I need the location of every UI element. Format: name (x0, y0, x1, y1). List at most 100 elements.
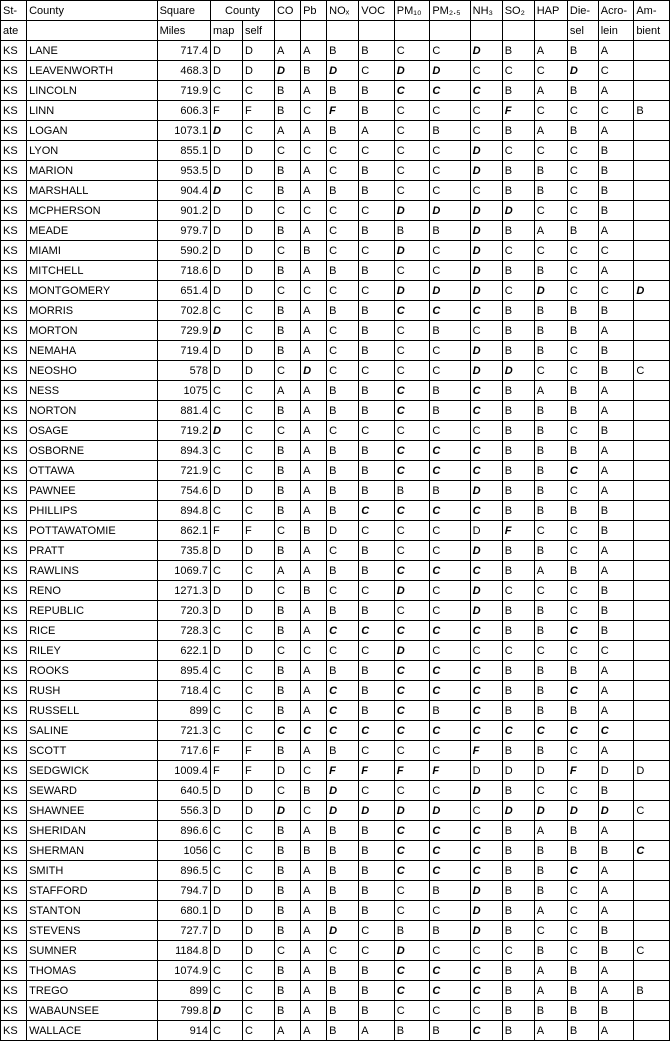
table-cell: C (470, 61, 502, 81)
table-row: KSRUSSELL899CCBACBCBCBBBA (1, 701, 670, 721)
table-cell: B (502, 881, 534, 901)
header-cell (502, 21, 534, 41)
table-cell: A (301, 121, 327, 141)
table-cell: B (534, 701, 567, 721)
header-cell: PM₁₀ (394, 1, 430, 21)
table-cell (634, 861, 670, 881)
table-cell (634, 821, 670, 841)
table-cell: B (274, 181, 300, 201)
table-cell (634, 341, 670, 361)
table-cell: C (274, 141, 300, 161)
table-cell: B (534, 1001, 567, 1021)
table-cell: 590.2 (157, 241, 210, 261)
table-cell: B (502, 321, 534, 341)
table-cell: D (598, 761, 634, 781)
table-cell: KS (1, 1001, 27, 1021)
table-cell: C (470, 981, 502, 1001)
table-cell: D (502, 201, 534, 221)
table-cell: 719.2 (157, 421, 210, 441)
table-cell: 640.5 (157, 781, 210, 801)
table-cell: C (430, 501, 470, 521)
table-cell: C (598, 101, 634, 121)
table-cell: NEMAHA (27, 341, 157, 361)
table-cell: C (394, 81, 430, 101)
table-cell: C (430, 901, 470, 921)
table-cell: A (359, 1021, 395, 1041)
table-cell: D (502, 761, 534, 781)
grades-table: St-CountySquareCountyCOPbNOₓVOCPM₁₀PM₂.₅… (0, 0, 670, 1041)
table-cell: C (359, 501, 395, 521)
table-cell: 862.1 (157, 521, 210, 541)
table-cell: D (430, 201, 470, 221)
table-cell: B (502, 621, 534, 641)
table-cell: C (359, 941, 395, 961)
table-cell: B (327, 261, 359, 281)
table-cell: B (598, 781, 634, 801)
table-cell: A (301, 981, 327, 1001)
table-cell: 1009.4 (157, 761, 210, 781)
table-cell: B (430, 881, 470, 901)
table-cell: B (598, 181, 634, 201)
table-cell: C (394, 681, 430, 701)
table-cell: D (394, 201, 430, 221)
table-cell: B (598, 161, 634, 181)
table-cell: KS (1, 101, 27, 121)
table-cell: C (598, 721, 634, 741)
table-row: KSROOKS895.4CCBABBCCCBBBA (1, 661, 670, 681)
table-cell: C (274, 421, 300, 441)
table-cell: B (567, 1021, 598, 1041)
table-row: KSMORRIS702.8CCBABBCCCBBBB (1, 301, 670, 321)
table-cell: B (274, 741, 300, 761)
table-cell: B (327, 741, 359, 761)
table-cell: C (567, 461, 598, 481)
table-cell: B (502, 221, 534, 241)
table-cell: A (301, 1021, 327, 1041)
table-cell: B (598, 301, 634, 321)
table-cell: C (210, 701, 242, 721)
table-cell: B (274, 681, 300, 701)
table-cell (634, 741, 670, 761)
table-cell: C (394, 881, 430, 901)
table-cell: B (274, 341, 300, 361)
table-cell (634, 301, 670, 321)
table-row: KSLINN606.3FFBCFBCCCFCCCB (1, 101, 670, 121)
table-cell: A (301, 921, 327, 941)
table-cell: D (470, 901, 502, 921)
table-cell: A (534, 221, 567, 241)
table-cell: C (567, 281, 598, 301)
table-cell: D (210, 201, 242, 221)
table-cell: 901.2 (157, 201, 210, 221)
table-cell: B (534, 741, 567, 761)
table-cell: KS (1, 381, 27, 401)
table-cell: B (502, 301, 534, 321)
table-cell: B (430, 121, 470, 141)
table-cell: D (242, 261, 274, 281)
table-cell: D (394, 581, 430, 601)
table-cell: A (301, 661, 327, 681)
table-cell: C (394, 361, 430, 381)
table-cell: C (394, 461, 430, 481)
table-cell: C (502, 241, 534, 261)
table-cell: KS (1, 621, 27, 641)
table-cell: C (394, 181, 430, 201)
table-cell: B (502, 981, 534, 1001)
table-cell: C (567, 101, 598, 121)
table-cell: C (430, 181, 470, 201)
table-cell: C (242, 1001, 274, 1021)
table-cell: B (327, 661, 359, 681)
table-cell: D (470, 341, 502, 361)
table-cell: A (301, 701, 327, 721)
table-cell: C (470, 841, 502, 861)
table-cell (634, 1021, 670, 1041)
table-cell: B (502, 841, 534, 861)
header-cell: ate (1, 21, 27, 41)
table-cell: D (210, 281, 242, 301)
table-row: KSRAWLINS1069.7CCAABBCCCBABA (1, 561, 670, 581)
table-cell: C (567, 261, 598, 281)
table-cell: C (274, 941, 300, 961)
table-cell: D (430, 801, 470, 821)
table-cell: B (274, 881, 300, 901)
table-cell: RILEY (27, 641, 157, 661)
table-row: KSOTTAWA721.9CCBABBCCCBBCA (1, 461, 670, 481)
table-cell (634, 721, 670, 741)
